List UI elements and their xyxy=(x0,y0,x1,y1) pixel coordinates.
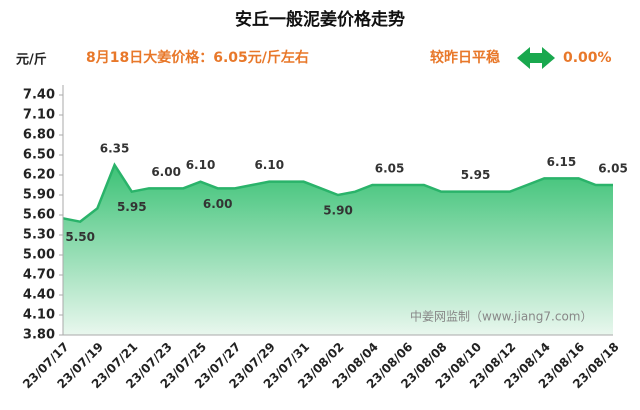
y-tick-label: 7.40 xyxy=(23,88,55,103)
y-tick-label: 5.60 xyxy=(23,208,55,223)
line xyxy=(62,162,613,224)
data-label: 5.50 xyxy=(65,230,95,244)
y-tick-label: 6.20 xyxy=(23,168,55,183)
y-axis-label: 元/斤 xyxy=(16,52,47,68)
y-tick-label: 6.50 xyxy=(23,148,55,163)
data-label: 6.15 xyxy=(547,155,577,169)
arrow-icon xyxy=(517,47,555,69)
data-label: 6.35 xyxy=(100,142,130,156)
change-value: 0.00% xyxy=(563,50,612,66)
y-tick-label: 3.80 xyxy=(23,328,55,343)
data-label: 5.90 xyxy=(323,204,353,218)
y-tick-label: 4.10 xyxy=(23,308,55,323)
y-tick-label: 7.10 xyxy=(23,108,55,123)
y-tick-label: 5.30 xyxy=(23,228,55,243)
y-tick-label: 6.80 xyxy=(23,128,55,143)
data-label: 6.10 xyxy=(254,158,284,172)
data-label: 5.95 xyxy=(117,200,147,214)
data-label: 6.00 xyxy=(151,165,181,179)
data-label: 6.05 xyxy=(375,162,405,176)
data-label: 6.05 xyxy=(598,162,628,176)
area xyxy=(63,165,613,335)
subtitle: 8月18日大姜价格：6.05元/斤左右 xyxy=(86,49,309,66)
watermark: 中姜网监制（www.jiang7.com） xyxy=(410,309,592,324)
data-label: 6.10 xyxy=(186,158,216,172)
data-label: 5.95 xyxy=(461,168,491,182)
y-tick-label: 4.70 xyxy=(23,268,55,283)
chart-title: 安丘一般泥姜价格走势 xyxy=(235,9,405,30)
y-tick-label: 4.40 xyxy=(23,288,55,303)
change-text: 较昨日平稳 xyxy=(430,49,500,66)
data-label: 6.00 xyxy=(203,197,233,211)
y-tick-label: 5.90 xyxy=(23,188,55,203)
y-tick-label: 5.00 xyxy=(23,248,55,263)
